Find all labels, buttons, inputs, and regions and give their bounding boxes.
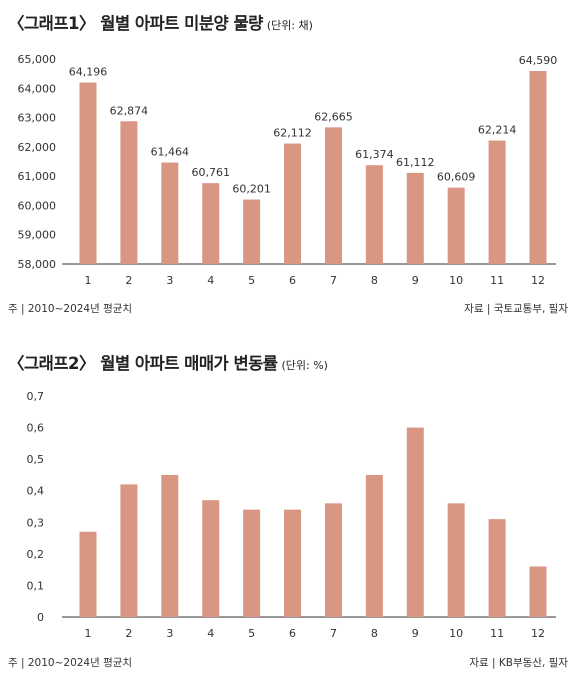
chart-1-x-tick-label: 11 — [490, 274, 504, 287]
chart-1-x-tick-label: 1 — [85, 274, 92, 287]
chart-1-y-tick-label: 59,000 — [18, 229, 57, 242]
chart-2-y-tick-label: 0,4 — [27, 485, 45, 498]
chart-2-bar — [202, 500, 220, 617]
chart-2-x-tick-label: 3 — [166, 627, 173, 640]
chart-1-bar — [406, 172, 424, 264]
chart-2-unit: (단위: %) — [281, 359, 328, 372]
chart-1-data-label: 61,464 — [151, 146, 190, 159]
chart-2-bar — [243, 509, 261, 617]
chart-1-note: 주 | 2010~2024년 평균치 — [8, 303, 133, 315]
chart-2-x-tick-label: 1 — [85, 627, 92, 640]
chart-1-y-tick-label: 58,000 — [18, 258, 57, 271]
chart-1-x-tick-label: 6 — [289, 274, 296, 287]
chart-2-section: 〈그래프2〉 월별 아파트 매매가 변동률 (단위: %) 0 0,1 0,2 0,3 0… — [0, 340, 576, 684]
chart-1-title: 〈그래프1〉 월별 아파트 미분양 물량 — [8, 14, 263, 33]
chart-1-bar — [161, 162, 179, 264]
chart-2-y-tick-label: 0,2 — [27, 548, 45, 561]
chart-1-y-tick-label: 63,000 — [18, 112, 57, 125]
chart-1-unit: (단위: 채) — [266, 19, 313, 32]
chart-2: 00,10,20,30,40,50,60,71 2 3 4 5 6 7 8 9 10 11 12 — [27, 390, 556, 640]
chart-2-bar — [120, 484, 138, 617]
chart-1-section: 〈그래프1〉 월별 아파트 미분양 물량 (단위: 채) 58,000 59,000… — [0, 0, 576, 330]
chart-1-bar — [284, 143, 302, 264]
chart-1-data-label: 62,874 — [110, 104, 149, 117]
chart-1-bar — [365, 165, 383, 264]
chart-1-data-label: 61,374 — [355, 148, 394, 161]
chart-2-bar — [365, 474, 383, 617]
chart-1-data-label: 64,196 — [69, 66, 108, 79]
chart-1-x-tick-label: 10 — [449, 274, 463, 287]
chart-1-y-tick-label: 64,000 — [18, 82, 57, 95]
chart-1-x-tick-label: 12 — [531, 274, 545, 287]
chart-1-bar — [120, 121, 138, 264]
chart-2-y-tick-label: 0,1 — [27, 579, 45, 592]
chart-2-x-tick-label: 6 — [289, 627, 296, 640]
chart-1-x-tick-label: 9 — [412, 274, 419, 287]
chart-2-bar — [324, 503, 342, 617]
chart-1-data-label: 61,112 — [396, 156, 435, 169]
chart-1: 58,000 59,000 60,000 61,000 62,000 63,000 64,0… — [18, 53, 558, 287]
chart-1-y-tick-label: 65,000 — [18, 53, 57, 66]
chart-1-x-tick-label: 2 — [125, 274, 132, 287]
chart-1-bar — [324, 127, 342, 264]
chart-1-bar — [447, 187, 465, 264]
chart-1-data-label: 60,761 — [191, 166, 230, 179]
chart-1-data-label: 62,665 — [314, 110, 353, 123]
chart-1-x-tick-label: 4 — [207, 274, 214, 287]
chart-1-data-label: 62,112 — [273, 127, 312, 140]
chart-2-x-tick-label: 9 — [412, 627, 419, 640]
chart-1-bar — [202, 183, 220, 264]
chart-2-x-tick-label: 12 — [531, 627, 545, 640]
chart-2-bar — [161, 474, 179, 617]
chart-2-x-tick-label: 2 — [125, 627, 132, 640]
chart-1-x-tick-label: 3 — [166, 274, 173, 287]
chart-2-x-tick-label: 5 — [248, 627, 255, 640]
chart-2-x-tick-label: 8 — [371, 627, 378, 640]
chart-2-x-tick-label: 10 — [449, 627, 463, 640]
chart-2-bar — [488, 519, 506, 617]
chart-1-data-label: 60,201 — [232, 183, 271, 196]
chart-1-y-tick-label: 60,000 — [18, 199, 57, 212]
chart-2-title-row: 〈그래프2〉 월별 아파트 매매가 변동률 (단위: %) — [8, 350, 328, 374]
chart-1-y-tick-label: 61,000 — [18, 170, 57, 183]
chart-1-x-tick-label: 8 — [371, 274, 378, 287]
chart-2-y-tick-label: 0 — [37, 611, 44, 624]
chart-2-y-tick-label: 0,7 — [27, 390, 45, 403]
chart-1-source: 자료 | 국토교통부, 필자 — [464, 303, 568, 315]
chart-2-y-tick-label: 0,5 — [27, 453, 45, 466]
chart-2-x-tick-label: 4 — [207, 627, 214, 640]
chart-1-title-row: 〈그래프1〉 월별 아파트 미분양 물량 (단위: 채) — [8, 10, 313, 34]
chart-1-data-label: 62,214 — [478, 124, 517, 137]
chart-2-bar — [284, 509, 302, 617]
chart-1-x-tick-label: 7 — [330, 274, 337, 287]
chart-2-bar — [406, 427, 424, 617]
chart-2-y-tick-label: 0,3 — [27, 516, 45, 529]
chart-2-note: 주 | 2010~2024년 평균치 — [8, 657, 133, 669]
chart-2-x-tick-label: 7 — [330, 627, 337, 640]
chart-2-bar — [79, 531, 97, 617]
chart-1-bar — [529, 71, 547, 264]
chart-1-y-tick-label: 62,000 — [18, 141, 57, 154]
chart-2-x-tick-label: 11 — [490, 627, 504, 640]
chart-2-y-tick-label: 0,6 — [27, 422, 45, 435]
chart-1-data-label: 64,590 — [519, 54, 558, 67]
chart-1-bar — [243, 199, 261, 264]
chart-2-title: 〈그래프2〉 월별 아파트 매매가 변동률 — [8, 354, 278, 373]
chart-2-bar — [447, 503, 465, 617]
chart-2-source: 자료 | KB부동산, 필자 — [469, 657, 568, 669]
chart-1-x-tick-label: 5 — [248, 274, 255, 287]
chart-1-bar — [79, 82, 97, 264]
chart-1-data-label: 60,609 — [437, 171, 476, 184]
chart-2-bar — [529, 566, 547, 617]
chart-1-bar — [488, 140, 506, 264]
